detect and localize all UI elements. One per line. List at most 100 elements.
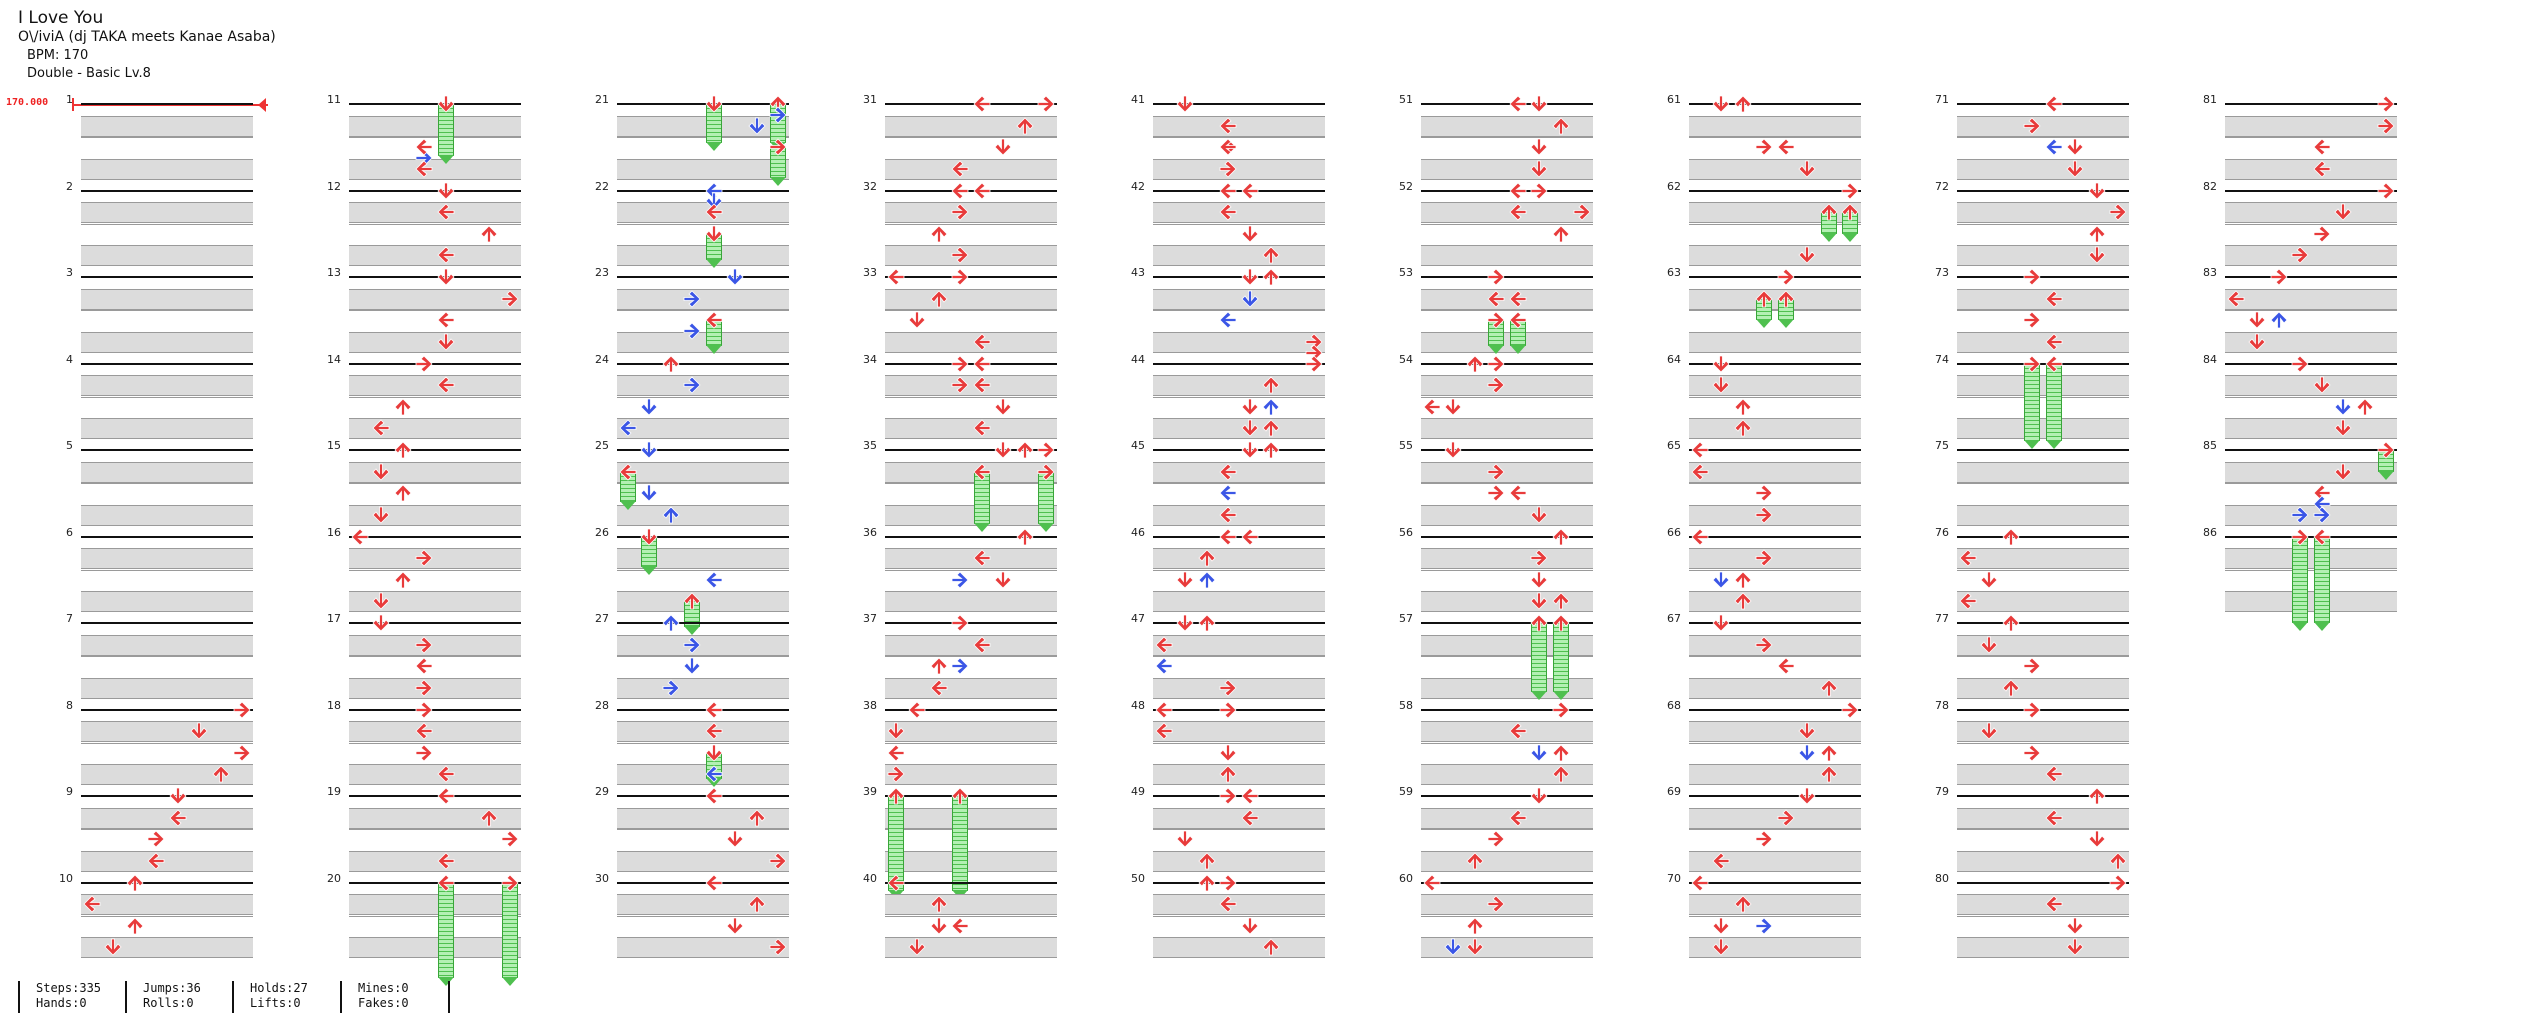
measure-number: 37 (863, 612, 877, 625)
beat-stripe (1153, 894, 1325, 916)
hold-body (1552, 623, 1569, 701)
down-arrow-icon (993, 440, 1013, 460)
beat-stripe (1957, 115, 2129, 137)
measure-line (81, 535, 253, 538)
beat-stripe (1421, 677, 1593, 699)
right-arrow-icon (2376, 440, 2396, 460)
hold-body (1842, 212, 1859, 242)
beat-stripe (349, 807, 521, 829)
beat-stripe (81, 375, 253, 397)
beat-line (81, 742, 253, 744)
up-arrow-icon (1551, 116, 1571, 136)
left-arrow-icon (618, 418, 638, 438)
down-arrow-icon (1711, 94, 1731, 114)
measure-number: 20 (327, 871, 341, 885)
beat-stripe (1153, 548, 1325, 570)
right-arrow-icon (950, 375, 970, 395)
beat-stripe (617, 375, 789, 397)
beat-line (1957, 223, 2129, 225)
hold-body (684, 601, 701, 636)
measure-number: 77 (1935, 612, 1949, 625)
down-arrow-icon (907, 937, 927, 957)
measure: 45 (1131, 439, 1325, 537)
measure-number: 23 (595, 266, 609, 279)
stats-end-divider (448, 981, 450, 1013)
measure-number: 46 (1131, 525, 1145, 539)
beat-stripe (1421, 721, 1593, 743)
down-arrow-icon (725, 829, 745, 849)
beat-line (1421, 483, 1593, 485)
down-arrow-icon (1240, 916, 1260, 936)
beat-line (1957, 310, 2129, 312)
measure-line (1689, 449, 1861, 451)
beat-line (1957, 569, 2129, 571)
up-arrow-icon (125, 916, 145, 936)
right-arrow-icon (1754, 916, 1774, 936)
beat-stripe (617, 245, 789, 267)
down-arrow-icon (2087, 245, 2107, 265)
beat-stripe (617, 288, 789, 310)
beat-stripe (885, 937, 1057, 959)
beat-stripe (1957, 548, 2129, 570)
measure-line (1689, 276, 1861, 278)
right-arrow-icon (886, 764, 906, 784)
measure: 42 (1131, 180, 1325, 278)
beat-stripe (1689, 937, 1861, 959)
left-arrow-icon (2044, 354, 2064, 374)
right-arrow-icon (1776, 808, 1796, 828)
measure-number: 49 (1131, 785, 1145, 798)
left-arrow-icon (972, 94, 992, 114)
measure: 84 (2203, 353, 2397, 451)
bpm-change-line (73, 104, 268, 106)
measure-number: 59 (1399, 785, 1413, 798)
left-arrow-icon (1154, 700, 1174, 720)
down-arrow-icon (1529, 159, 1549, 179)
measure-line (885, 622, 1057, 624)
hold-body (1038, 471, 1055, 532)
measure-line (885, 708, 1057, 711)
left-arrow-icon (950, 916, 970, 936)
stats-cell-2: Jumps:36 Rolls:0 (125, 981, 233, 1013)
beat-stripe (885, 461, 1057, 483)
stat-rolls: Rolls:0 (143, 996, 194, 1010)
down-arrow-icon (993, 137, 1013, 157)
measure-line (349, 362, 521, 365)
measure-line (885, 449, 1057, 451)
up-arrow-icon (2355, 397, 2375, 417)
measure-number: 75 (1935, 439, 1949, 452)
measure: 37 (863, 612, 1057, 710)
measure: 70 (1667, 872, 1861, 970)
right-arrow-icon (768, 105, 788, 125)
measure-number: 31 (863, 93, 877, 106)
measure-number: 53 (1399, 266, 1413, 279)
measure-number: 2 (66, 179, 73, 193)
right-arrow-icon (2108, 873, 2128, 893)
measure-line (1957, 881, 2129, 884)
measure-number: 39 (863, 785, 877, 798)
measure: 39 (863, 785, 1057, 900)
right-arrow-icon (2022, 116, 2042, 136)
beat-line (1421, 829, 1593, 831)
beat-line (1421, 310, 1593, 312)
measure-number: 86 (2203, 525, 2217, 539)
measure-number: 4 (66, 352, 73, 366)
stats-cell-3: Holds:27 Lifts:0 (232, 981, 340, 1013)
measure-line (349, 449, 521, 451)
left-arrow-icon (436, 851, 456, 871)
measure-line (1689, 103, 1861, 105)
measure: 48 (1131, 699, 1325, 797)
beat-stripe (81, 288, 253, 310)
beat-line (349, 656, 521, 658)
up-arrow-icon (1551, 764, 1571, 784)
measure-line (2225, 276, 2397, 278)
beat-line (1153, 310, 1325, 312)
beat-stripe (1153, 375, 1325, 397)
measure-line (1957, 535, 2129, 538)
left-arrow-icon (1711, 851, 1731, 871)
up-arrow-icon (1261, 245, 1281, 265)
beat-stripe (1153, 591, 1325, 613)
measure-line (2225, 449, 2397, 451)
measure-number: 55 (1399, 439, 1413, 452)
right-arrow-icon (2022, 310, 2042, 330)
beat-stripe (81, 504, 253, 526)
